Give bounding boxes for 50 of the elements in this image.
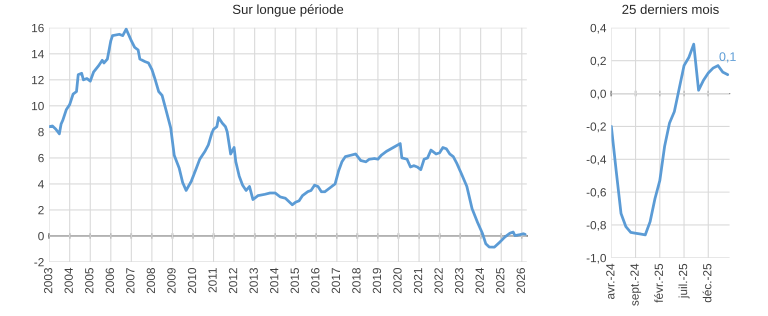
x-tick-label: sept.-24 <box>630 264 642 306</box>
x-tick-label: 2017 <box>332 268 340 294</box>
x-tick-label: 2009 <box>167 268 176 294</box>
chart-title: 25 derniers mois <box>622 4 719 14</box>
x-tick-label: 2008 <box>146 268 156 294</box>
x-tick-label: 2014 <box>270 268 278 294</box>
x-tick-label: 2005 <box>85 268 94 294</box>
x-tick-label: 2026 <box>516 268 525 294</box>
x-tick-label: 2004 <box>64 268 73 294</box>
x-tick-label: 2015 <box>290 268 299 294</box>
y-tick-label: -1,0 <box>586 254 606 264</box>
x-tick-label: 2020 <box>393 268 402 294</box>
x-tick-label: 2022 <box>434 268 443 294</box>
x-tick-label: 2024 <box>475 268 484 294</box>
y-tick-label: 0,2 <box>590 56 606 66</box>
x-tick-label: 2025 <box>496 268 504 294</box>
x-tick-label: 2013 <box>249 268 258 294</box>
x-tick-label: 2006 <box>106 268 114 294</box>
x-tick-label: déc.-25 <box>702 264 712 302</box>
y-tick-label: 0,0 <box>590 90 606 100</box>
y-tick-label: 8 <box>38 128 44 136</box>
y-tick-label: 6 <box>38 154 44 162</box>
chart-title: Sur longue période <box>232 4 344 17</box>
x-tick-label: juil.-25 <box>678 264 690 298</box>
y-tick-label: 2 <box>38 206 44 214</box>
x-tick-label: avr.-24 <box>606 264 614 299</box>
x-tick-label: 2018 <box>352 268 361 294</box>
y-tick-label: 12 <box>32 76 44 84</box>
x-tick-label: 2007 <box>126 268 135 294</box>
x-tick-label: févr.-25 <box>654 264 663 303</box>
y-tick-label: 0,4 <box>590 24 606 34</box>
x-tick-label: 2019 <box>372 268 382 294</box>
y-tick-label: 0 <box>38 232 44 240</box>
x-tick-label: 2021 <box>414 268 422 294</box>
x-tick-label: 2012 <box>228 268 238 294</box>
x-tick-label: 2003 <box>44 268 52 294</box>
data-label: 0,1 <box>719 52 736 63</box>
y-tick-label: -0,8 <box>586 221 606 231</box>
y-tick-label: -0,4 <box>586 155 606 166</box>
y-tick-label: -0,2 <box>586 122 606 132</box>
x-tick-label: 2016 <box>311 268 320 294</box>
x-tick-label: 2010 <box>188 268 196 294</box>
y-tick-label: -0,6 <box>586 188 606 198</box>
y-tick-label: -2 <box>34 258 44 266</box>
y-tick-label: 4 <box>38 180 44 188</box>
x-tick-label: 2023 <box>454 268 464 294</box>
y-tick-label: 16 <box>32 24 44 32</box>
x-tick-label: 2011 <box>208 268 217 292</box>
y-tick-label: 10 <box>32 102 44 110</box>
y-tick-label: 14 <box>32 50 44 58</box>
